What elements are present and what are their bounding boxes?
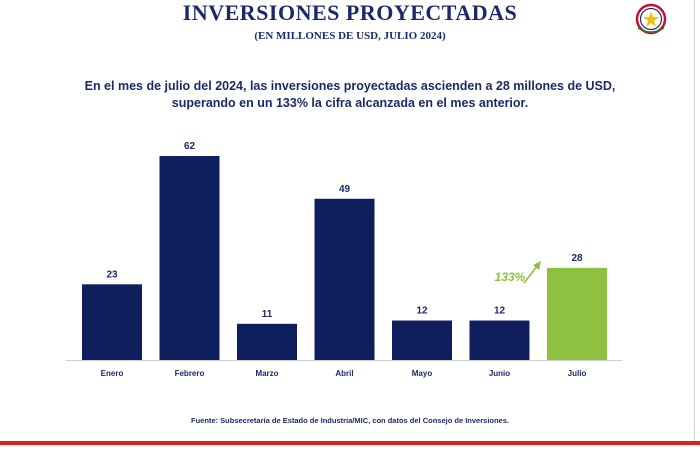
headline-line-2: superando en un 133% la cifra alcanzada … (171, 96, 529, 110)
bar-julio (547, 267, 607, 360)
growth-arrow-line (523, 264, 539, 284)
source-note: Fuente: Subsecretaría de Estado de Indus… (191, 416, 509, 425)
category-label-abril: Abril (335, 369, 353, 378)
value-label-mayo: 12 (416, 306, 428, 317)
category-label-febrero: Febrero (175, 369, 205, 378)
slide-right-border (694, 0, 695, 441)
coat-of-arms-logo (630, 2, 672, 38)
value-label-abril: 49 (339, 184, 351, 195)
value-label-junio: 12 (494, 306, 506, 317)
bar-mayo (392, 320, 452, 360)
value-label-marzo: 11 (262, 309, 273, 320)
bottom-red-rule (0, 441, 700, 445)
category-label-junio: Junio (489, 369, 510, 378)
category-label-enero: Enero (101, 369, 124, 378)
value-label-julio: 28 (571, 253, 583, 264)
category-label-marzo: Marzo (255, 369, 278, 378)
bar-junio (469, 320, 530, 360)
bar-febrero (159, 156, 220, 360)
bar-enero (82, 284, 142, 360)
headline-line-1: En el mes de julio del 2024, las inversi… (84, 79, 616, 93)
chart-subtitle: (EN MILLONES DE USD, JULIO 2024) (254, 30, 446, 42)
bar-marzo (237, 323, 297, 360)
growth-arrow-head (533, 261, 541, 270)
value-label-enero: 23 (106, 269, 118, 280)
value-label-febrero: 62 (184, 141, 196, 152)
chart-title: INVERSIONES PROYECTADAS (182, 0, 518, 25)
category-label-mayo: Mayo (412, 369, 433, 378)
headline-text: En el mes de julio del 2024, las inversi… (40, 78, 660, 112)
growth-percentage-label: 133% (495, 270, 526, 284)
bar-abril (314, 198, 375, 360)
category-label-julio: Julio (568, 369, 587, 378)
